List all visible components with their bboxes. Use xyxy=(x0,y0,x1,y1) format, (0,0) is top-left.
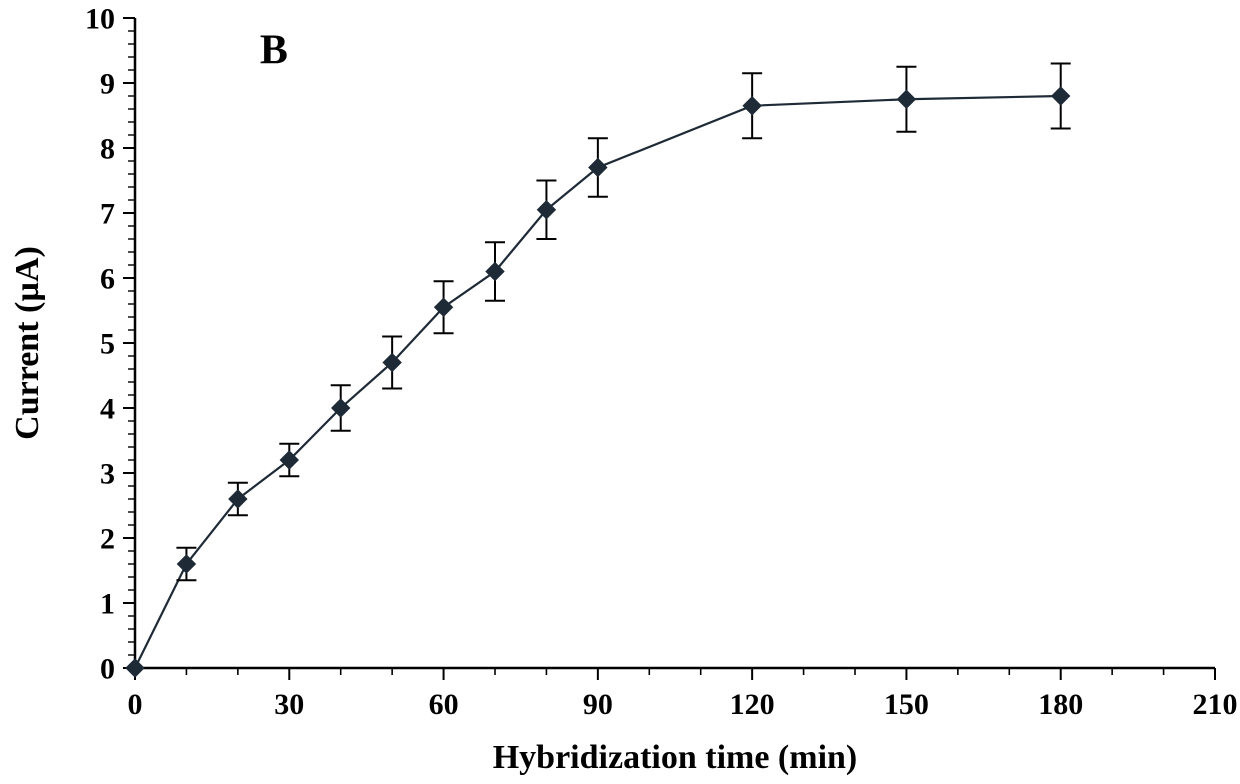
y-tick-label: 3 xyxy=(100,458,115,491)
x-axis-label: Hybridization time (min) xyxy=(493,739,858,776)
x-tick-label: 180 xyxy=(1038,688,1083,721)
y-tick-label: 5 xyxy=(100,328,115,361)
x-tick-label: 210 xyxy=(1193,688,1238,721)
x-tick-label: 0 xyxy=(128,688,143,721)
axes: 0 30 60 90 120 150 180 210 0 1 2 3 4 5 6 7 8 9 10 xyxy=(85,3,1238,722)
data-marker xyxy=(743,97,761,115)
x-tick-label: 150 xyxy=(884,688,929,721)
chart-container: 0 30 60 90 120 150 180 210 0 1 2 3 4 5 6 7 8 9 10 B Hybrid… xyxy=(0,0,1240,784)
x-tick-label: 30 xyxy=(274,688,304,721)
y-tick-label: 4 xyxy=(100,393,115,426)
y-tick-label: 9 xyxy=(100,68,115,101)
line-chart: 0 30 60 90 120 150 180 210 0 1 2 3 4 5 6 7 8 9 10 B Hybrid… xyxy=(0,0,1240,784)
y-axis-label: Current (µA) xyxy=(9,246,46,440)
data-marker xyxy=(126,659,144,677)
y-tick-label: 0 xyxy=(100,653,115,686)
y-tick-label: 6 xyxy=(100,263,115,296)
x-tick-label: 120 xyxy=(730,688,775,721)
data-marker xyxy=(1052,87,1070,105)
panel-label: B xyxy=(260,28,288,74)
y-tick-label: 8 xyxy=(100,133,115,166)
y-tick-label: 10 xyxy=(85,3,115,36)
y-tick-label: 7 xyxy=(100,198,115,231)
y-tick-label: 2 xyxy=(100,523,115,556)
y-tick-label: 1 xyxy=(100,588,115,621)
data-series xyxy=(126,64,1071,678)
x-tick-label: 60 xyxy=(429,688,459,721)
x-tick-label: 90 xyxy=(583,688,613,721)
data-marker xyxy=(897,90,915,108)
